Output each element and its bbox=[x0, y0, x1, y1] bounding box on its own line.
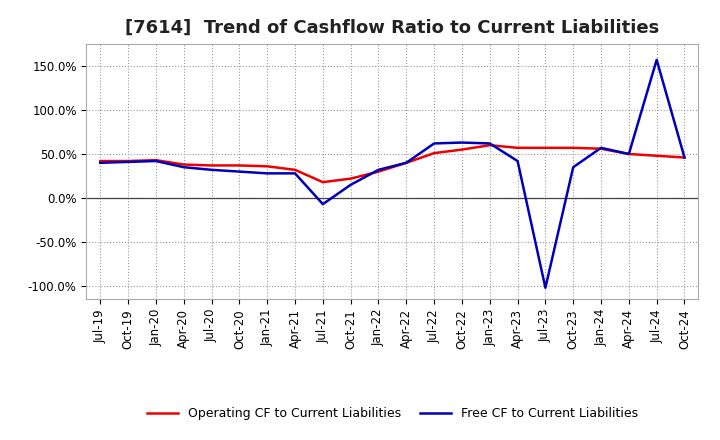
Free CF to Current Liabilities bbox=[402, 160, 410, 165]
Operating CF to Current Liabilities bbox=[152, 158, 161, 163]
Operating CF to Current Liabilities bbox=[291, 167, 300, 172]
Line: Operating CF to Current Liabilities: Operating CF to Current Liabilities bbox=[100, 145, 685, 182]
Free CF to Current Liabilities bbox=[624, 151, 633, 157]
Free CF to Current Liabilities bbox=[430, 141, 438, 146]
Operating CF to Current Liabilities bbox=[179, 162, 188, 167]
Operating CF to Current Liabilities bbox=[207, 163, 216, 168]
Operating CF to Current Liabilities bbox=[458, 147, 467, 152]
Free CF to Current Liabilities bbox=[318, 202, 327, 207]
Free CF to Current Liabilities bbox=[569, 165, 577, 170]
Operating CF to Current Liabilities bbox=[652, 153, 661, 158]
Operating CF to Current Liabilities bbox=[96, 158, 104, 164]
Operating CF to Current Liabilities bbox=[402, 160, 410, 165]
Legend: Operating CF to Current Liabilities, Free CF to Current Liabilities: Operating CF to Current Liabilities, Fre… bbox=[142, 403, 643, 425]
Free CF to Current Liabilities bbox=[541, 285, 550, 290]
Free CF to Current Liabilities bbox=[152, 158, 161, 164]
Operating CF to Current Liabilities bbox=[374, 169, 383, 174]
Free CF to Current Liabilities bbox=[179, 165, 188, 170]
Operating CF to Current Liabilities bbox=[624, 151, 633, 157]
Free CF to Current Liabilities bbox=[263, 171, 271, 176]
Operating CF to Current Liabilities bbox=[263, 164, 271, 169]
Operating CF to Current Liabilities bbox=[513, 145, 522, 150]
Free CF to Current Liabilities bbox=[374, 167, 383, 172]
Operating CF to Current Liabilities bbox=[485, 143, 494, 148]
Free CF to Current Liabilities bbox=[346, 182, 355, 187]
Operating CF to Current Liabilities bbox=[541, 145, 550, 150]
Operating CF to Current Liabilities bbox=[346, 176, 355, 181]
Free CF to Current Liabilities bbox=[485, 141, 494, 146]
Line: Free CF to Current Liabilities: Free CF to Current Liabilities bbox=[100, 60, 685, 288]
Operating CF to Current Liabilities bbox=[569, 145, 577, 150]
Operating CF to Current Liabilities bbox=[430, 150, 438, 156]
Free CF to Current Liabilities bbox=[207, 167, 216, 172]
Free CF to Current Liabilities bbox=[680, 155, 689, 160]
Title: [7614]  Trend of Cashflow Ratio to Current Liabilities: [7614] Trend of Cashflow Ratio to Curren… bbox=[125, 19, 660, 37]
Operating CF to Current Liabilities bbox=[235, 163, 243, 168]
Operating CF to Current Liabilities bbox=[124, 158, 132, 164]
Free CF to Current Liabilities bbox=[597, 145, 606, 150]
Free CF to Current Liabilities bbox=[652, 57, 661, 62]
Free CF to Current Liabilities bbox=[291, 171, 300, 176]
Operating CF to Current Liabilities bbox=[318, 180, 327, 185]
Free CF to Current Liabilities bbox=[458, 140, 467, 145]
Free CF to Current Liabilities bbox=[513, 158, 522, 164]
Free CF to Current Liabilities bbox=[124, 159, 132, 165]
Operating CF to Current Liabilities bbox=[680, 155, 689, 160]
Free CF to Current Liabilities bbox=[96, 160, 104, 165]
Operating CF to Current Liabilities bbox=[597, 146, 606, 151]
Free CF to Current Liabilities bbox=[235, 169, 243, 174]
